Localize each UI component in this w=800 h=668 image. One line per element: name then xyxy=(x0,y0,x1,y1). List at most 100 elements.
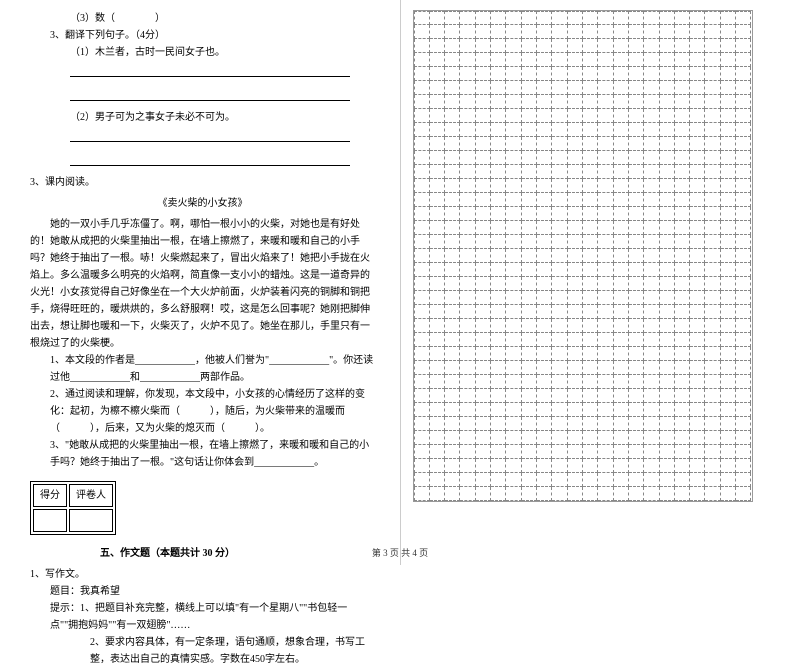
grid-cell xyxy=(705,249,720,263)
grid-cell xyxy=(598,151,613,165)
grid-cell xyxy=(537,39,552,53)
grid-cell xyxy=(414,221,430,235)
grid-cell xyxy=(690,417,705,431)
grid-cell xyxy=(460,137,475,151)
grid-cell xyxy=(705,417,720,431)
grid-cell xyxy=(675,431,690,445)
grid-cell xyxy=(598,305,613,319)
grid-cell xyxy=(705,305,720,319)
grid-cell xyxy=(675,11,690,25)
grid-cell xyxy=(460,263,475,277)
grid-cell xyxy=(736,39,751,53)
grid-cell xyxy=(629,235,644,249)
grid-cell xyxy=(568,263,583,277)
grid-cell xyxy=(736,165,751,179)
grid-cell xyxy=(660,305,675,319)
grid-cell xyxy=(705,25,720,39)
grid-cell xyxy=(629,291,644,305)
grid-cell xyxy=(568,165,583,179)
grid-cell xyxy=(552,39,567,53)
grid-cell xyxy=(660,53,675,67)
grid-cell xyxy=(736,11,751,25)
grid-cell xyxy=(537,221,552,235)
grid-cell xyxy=(644,333,659,347)
grid-cell xyxy=(629,361,644,375)
grid-cell xyxy=(614,221,629,235)
grid-cell xyxy=(675,389,690,403)
grid-cell xyxy=(675,165,690,179)
grid-row xyxy=(414,235,752,249)
grid-cell xyxy=(736,403,751,417)
grid-cell xyxy=(506,249,521,263)
grid-cell xyxy=(414,459,430,473)
grid-cell xyxy=(445,459,460,473)
grid-cell xyxy=(614,193,629,207)
grid-cell xyxy=(537,179,552,193)
grid-cell xyxy=(583,277,598,291)
grid-cell xyxy=(537,347,552,361)
grid-cell xyxy=(491,151,506,165)
grid-cell xyxy=(614,403,629,417)
grid-cell xyxy=(568,347,583,361)
grid-cell xyxy=(660,375,675,389)
grid-cell xyxy=(660,123,675,137)
grid-cell xyxy=(537,109,552,123)
grid-cell xyxy=(721,445,736,459)
grid-cell xyxy=(583,137,598,151)
grid-cell xyxy=(414,305,430,319)
grid-cell xyxy=(614,165,629,179)
grid-cell xyxy=(629,39,644,53)
grid-cell xyxy=(430,165,445,179)
grid-cell xyxy=(568,431,583,445)
grid-row xyxy=(414,473,752,487)
grid-cell xyxy=(522,207,537,221)
grid-cell xyxy=(414,333,430,347)
grid-cell xyxy=(705,445,720,459)
grid-cell xyxy=(598,431,613,445)
grid-cell xyxy=(506,67,521,81)
grid-cell xyxy=(705,207,720,221)
grid-cell xyxy=(705,347,720,361)
grid-cell xyxy=(705,53,720,67)
grid-cell xyxy=(430,473,445,487)
grid-cell xyxy=(537,165,552,179)
grid-cell xyxy=(598,347,613,361)
grid-cell xyxy=(644,487,659,501)
q3-3-line: （3）数（ ） xyxy=(30,10,375,27)
grid-cell xyxy=(644,319,659,333)
grid-cell xyxy=(430,109,445,123)
grid-cell xyxy=(583,249,598,263)
grid-cell xyxy=(430,221,445,235)
grid-cell xyxy=(644,403,659,417)
grid-cell xyxy=(644,151,659,165)
grid-cell xyxy=(721,291,736,305)
grid-cell xyxy=(522,319,537,333)
grid-cell xyxy=(476,417,491,431)
grid-cell xyxy=(430,305,445,319)
grid-cell xyxy=(552,109,567,123)
grid-cell xyxy=(644,123,659,137)
grid-cell xyxy=(491,361,506,375)
grid-cell xyxy=(568,109,583,123)
grid-cell xyxy=(598,165,613,179)
grid-cell xyxy=(675,235,690,249)
grid-cell xyxy=(736,473,751,487)
grid-cell xyxy=(629,417,644,431)
grid-cell xyxy=(644,81,659,95)
grid-row xyxy=(414,221,752,235)
score-label-2: 评卷人 xyxy=(69,484,113,507)
grid-cell xyxy=(552,137,567,151)
grid-cell xyxy=(629,53,644,67)
grid-cell xyxy=(614,95,629,109)
grid-cell xyxy=(522,445,537,459)
grid-cell xyxy=(522,109,537,123)
grid-cell xyxy=(430,235,445,249)
grid-cell xyxy=(644,375,659,389)
grid-cell xyxy=(614,277,629,291)
grid-cell xyxy=(598,207,613,221)
grid-cell xyxy=(491,193,506,207)
grid-cell xyxy=(644,207,659,221)
grid-cell xyxy=(476,263,491,277)
grid-cell xyxy=(460,291,475,305)
grid-cell xyxy=(660,109,675,123)
